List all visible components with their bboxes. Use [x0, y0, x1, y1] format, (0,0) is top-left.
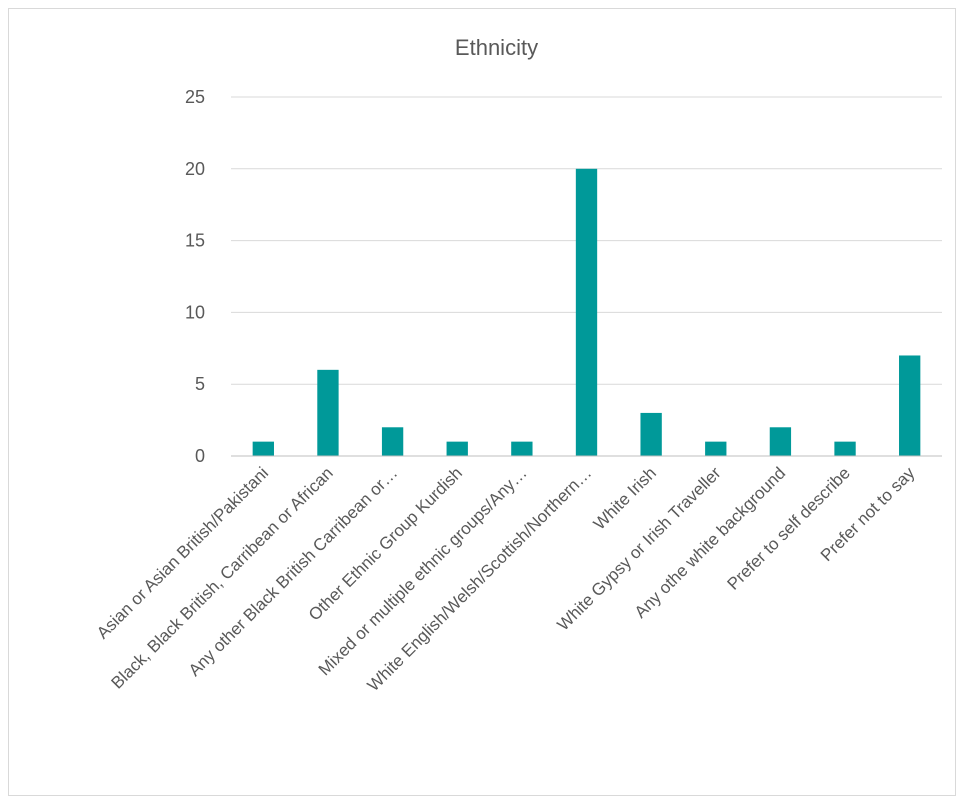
bar-chart: Ethnicity 0 5 10 15 20 25 Asian or Asian Brit… — [93, 35, 942, 695]
bar — [705, 441, 727, 456]
bar — [511, 441, 533, 456]
bar — [317, 369, 339, 456]
y-tick-label: 20 — [185, 159, 205, 179]
y-tick-label: 15 — [185, 231, 205, 251]
chart-title: Ethnicity — [455, 35, 538, 60]
y-tick-label: 10 — [185, 302, 205, 322]
bar — [575, 168, 598, 457]
bar — [899, 355, 921, 456]
bars — [252, 168, 921, 457]
bar — [446, 441, 468, 456]
y-axis-tick-labels: 0 5 10 15 20 25 — [185, 87, 205, 466]
chart-area: Ethnicity 0 5 10 15 20 25 Asian or Asian Brit… — [8, 8, 956, 796]
bar — [252, 441, 274, 456]
y-tick-label: 25 — [185, 87, 205, 107]
bar — [769, 427, 792, 456]
x-category-label: White English/Welsh/Scottish/Northern… — [364, 463, 596, 695]
y-tick-label: 0 — [195, 446, 205, 466]
y-tick-label: 5 — [195, 374, 205, 394]
x-category-label: Prefer to self describe — [724, 463, 854, 593]
bar — [834, 441, 856, 456]
x-category-label: White Irish — [590, 463, 660, 533]
bar — [640, 412, 662, 456]
bar — [381, 427, 404, 456]
x-category-label: Black, Black British, Carribean or Afric… — [108, 463, 337, 692]
